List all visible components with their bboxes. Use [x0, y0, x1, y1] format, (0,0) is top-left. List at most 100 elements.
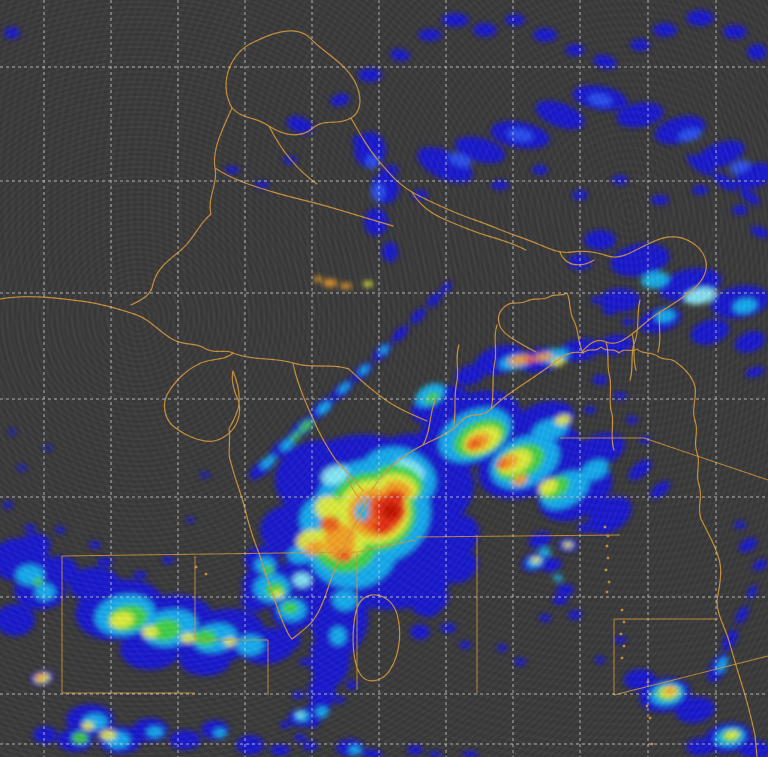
- cloud-blob: [110, 611, 134, 629]
- cloud-blob: [336, 550, 352, 562]
- cloud-blob: [149, 618, 181, 642]
- cloud-blob: [373, 522, 391, 534]
- cloud-blob: [407, 745, 423, 755]
- cloud-level-B: [366, 93, 751, 201]
- cloud-blob: [722, 629, 738, 651]
- cloud-blob: [752, 559, 768, 571]
- cloud-blob: [531, 557, 541, 563]
- cloud-blob: [349, 746, 361, 754]
- cloud-blob: [387, 491, 405, 505]
- cloud-blob: [147, 727, 163, 737]
- cloud-blob: [448, 153, 472, 167]
- island-dot: [605, 544, 609, 548]
- cloud-blob: [593, 54, 617, 70]
- cloud-blob: [568, 254, 592, 270]
- cloud-blob: [291, 431, 301, 441]
- cloud-blob: [750, 226, 768, 238]
- cloud-blob: [316, 707, 328, 717]
- coastline-border-layer: [0, 30, 768, 757]
- cloud-layer: [0, 10, 768, 757]
- cloud-blob: [320, 516, 340, 532]
- cloud-blob: [622, 318, 634, 326]
- cloud-blob: [734, 331, 766, 353]
- cloud-blob: [746, 584, 758, 600]
- cloud-blob: [305, 540, 325, 556]
- cloud-blob: [193, 630, 217, 646]
- island-dot: [646, 680, 650, 684]
- cloud-blob: [292, 691, 304, 699]
- cloud-blob: [595, 656, 605, 664]
- cloud-blob: [3, 501, 13, 509]
- cloud-blob: [425, 514, 479, 566]
- cloud-blob: [359, 365, 369, 375]
- cloud-blob: [328, 660, 342, 670]
- cloud-blob: [33, 726, 57, 744]
- cloud-level-R: [383, 503, 399, 519]
- cloud-blob: [528, 531, 552, 549]
- cloud-blob: [616, 102, 664, 128]
- cloud-blob: [695, 140, 745, 170]
- cloud-blob: [72, 732, 88, 744]
- island-dot: [645, 704, 649, 708]
- cloud-blob: [614, 636, 626, 644]
- cloud-blob: [420, 602, 440, 618]
- cloud-blob: [735, 605, 749, 625]
- island-dot: [619, 632, 623, 636]
- cloud-blob: [686, 10, 714, 26]
- cloud-blob: [19, 533, 51, 557]
- cloud-blob: [686, 738, 714, 756]
- cloud-blob: [713, 172, 737, 192]
- island-dot: [194, 565, 198, 569]
- cloud-blob: [426, 292, 442, 308]
- cloud-blob: [588, 93, 612, 107]
- cloud-blob: [44, 445, 52, 451]
- cloud-blob: [462, 751, 478, 757]
- cloud-blob: [539, 614, 551, 622]
- cloud-blob: [362, 749, 382, 757]
- cloud-blob: [514, 658, 526, 666]
- outline-northeast-state-lines: [605, 299, 661, 451]
- cloud-blob: [592, 375, 608, 385]
- outline-north-border-himalaya: [350, 117, 707, 353]
- cloud-blob: [293, 573, 311, 587]
- outline-west-coast-india: [0, 296, 584, 640]
- cloud-blob: [302, 741, 318, 751]
- cloud-blob: [445, 552, 479, 584]
- cloud-blob: [315, 496, 341, 520]
- cloud-blob: [630, 39, 650, 51]
- cloud-blob: [4, 27, 20, 39]
- cloud-blob: [512, 474, 528, 486]
- cloud-blob: [321, 465, 349, 485]
- cloud-blob: [738, 537, 758, 553]
- cloud-blob: [551, 357, 565, 367]
- island-dot: [604, 568, 608, 572]
- cloud-blob: [24, 524, 36, 532]
- cloud-blob: [17, 465, 27, 471]
- cloud-blob: [692, 185, 708, 195]
- cloud-blob: [729, 160, 751, 174]
- island-dot: [204, 572, 208, 576]
- cloud-blob: [338, 382, 350, 394]
- island-dot: [620, 608, 624, 612]
- cloud-blob: [186, 517, 194, 523]
- cloud-blob: [260, 455, 276, 469]
- outline-myanmar-sumatra-coast: [676, 362, 758, 757]
- cloud-blob: [626, 416, 638, 424]
- cloud-blob: [533, 352, 553, 362]
- cloud-level-b: [0, 10, 768, 757]
- cloud-blob: [346, 680, 358, 690]
- cloud-blob: [725, 730, 739, 740]
- outline-nepal-bhutan-lines: [411, 191, 595, 266]
- sector-boundary-line: [414, 534, 621, 538]
- cloud-blob: [97, 557, 113, 567]
- outline-kashmir: [225, 30, 361, 136]
- cloud-blob: [628, 459, 652, 481]
- cloud-blob: [602, 305, 618, 315]
- cloud-blob: [335, 696, 345, 704]
- cloud-blob: [162, 556, 174, 564]
- cloud-blob: [142, 626, 158, 638]
- cloud-blob: [391, 325, 409, 343]
- cloud-blob: [317, 401, 331, 415]
- cloud-blob: [610, 243, 670, 277]
